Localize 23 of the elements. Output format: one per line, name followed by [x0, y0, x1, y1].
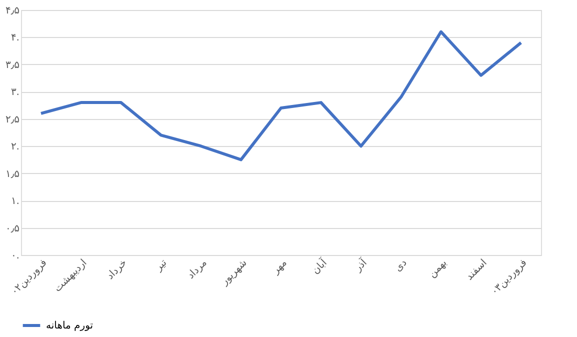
y-tick-label: ۴٫۵ [6, 6, 20, 16]
y-tick-label: ۱. [10, 196, 20, 208]
legend-label: تورم ماهانه [46, 320, 94, 332]
x-tick-label: مرداد [186, 258, 210, 282]
y-tick-label: ۰٫۵ [6, 223, 20, 234]
x-tick-label: آبان [308, 255, 330, 277]
x-tick-label: شهریور [218, 258, 250, 288]
x-tick-label: اردیبهشت [52, 258, 90, 294]
y-tick-label: ۲. [10, 142, 20, 153]
x-tick-label: بهمن [426, 258, 450, 280]
x-tick-label: تیر [152, 257, 170, 274]
x-tick-label: آذر [350, 255, 370, 275]
x-tick-label: اسفند [464, 258, 490, 283]
y-tick-label: ۱٫۵ [6, 168, 20, 180]
y-tick-label: ۲٫۵ [6, 114, 20, 126]
x-tick-label: دی [392, 258, 410, 274]
y-tick-label: ۴. [10, 32, 20, 44]
line-series [40, 30, 522, 162]
y-tick-label: ۳. [10, 87, 20, 98]
x-tick-label: مهر [270, 258, 290, 277]
y-tick-label: ۳٫۵ [6, 60, 20, 71]
x-tick-label: فروردین۰۳ [489, 257, 530, 298]
x-tick-label: خرداد [104, 258, 130, 282]
